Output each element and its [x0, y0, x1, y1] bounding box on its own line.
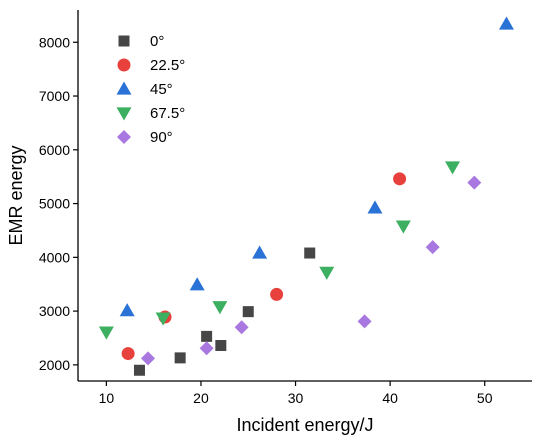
- legend-label: 90°: [150, 129, 173, 146]
- x-tick-label: 20: [193, 390, 209, 406]
- legend-label: 45°: [150, 81, 173, 98]
- legend-label: 67.5°: [150, 105, 185, 122]
- data-point-series-2: [498, 16, 514, 30]
- x-axis-title: Incident energy/J: [236, 415, 373, 435]
- y-ticks: 2000 3000 4000 5000 6000 7000 8000: [39, 34, 78, 373]
- data-point-series-4: [425, 240, 440, 255]
- data-point-series-3: [319, 266, 335, 280]
- y-tick-label: 8000: [39, 34, 70, 50]
- legend-marker-3: [116, 107, 132, 121]
- data-point-series-0: [201, 330, 213, 342]
- legend-marker-1: [117, 58, 131, 72]
- data-point-series-4: [199, 341, 214, 356]
- data-point-series-2: [367, 200, 383, 214]
- x-tick-label: 40: [382, 390, 398, 406]
- data-point-series-3: [98, 326, 114, 340]
- data-point-series-2: [252, 245, 268, 259]
- legend-label: 22.5°: [150, 57, 185, 74]
- axes: [77, 10, 532, 382]
- data-point-series-3: [155, 312, 171, 326]
- data-point-series-0: [215, 340, 227, 352]
- data-point-series-4: [234, 320, 249, 335]
- data-point-series-0: [304, 247, 316, 259]
- x-tick-label: 50: [477, 390, 493, 406]
- data-point-series-0: [242, 306, 254, 318]
- data-point-series-2: [189, 277, 205, 291]
- x-tick-label: 10: [99, 390, 115, 406]
- y-tick-label: 6000: [39, 142, 70, 158]
- data-point-series-3: [445, 161, 461, 175]
- data-point-series-4: [140, 351, 155, 366]
- data-point-series-4: [357, 314, 372, 329]
- y-tick-label: 5000: [39, 196, 70, 212]
- y-axis-title: EMR energy: [6, 145, 26, 245]
- y-tick-label: 3000: [39, 303, 70, 319]
- y-tick-label: 4000: [39, 249, 70, 265]
- data-point-series-4: [467, 175, 482, 190]
- data-point-series-0: [174, 352, 186, 364]
- data-point-series-3: [212, 301, 228, 315]
- legend-marker-0: [118, 35, 130, 47]
- data-points: [98, 16, 514, 376]
- data-point-series-3: [395, 220, 411, 234]
- x-tick-label: 30: [288, 390, 304, 406]
- y-tick-label: 2000: [39, 357, 70, 373]
- data-point-series-0: [133, 364, 145, 376]
- x-ticks: 10 20 30 40 50: [99, 381, 493, 406]
- data-point-series-1: [121, 347, 135, 361]
- data-point-series-1: [393, 172, 407, 186]
- y-tick-label: 7000: [39, 88, 70, 104]
- data-point-series-2: [119, 303, 135, 317]
- legend-label: 0°: [150, 33, 164, 50]
- legend: 0° 22.5° 45° 67.5° 90°: [116, 33, 185, 146]
- legend-marker-2: [116, 81, 132, 95]
- data-point-series-1: [270, 287, 284, 301]
- legend-marker-4: [117, 130, 131, 144]
